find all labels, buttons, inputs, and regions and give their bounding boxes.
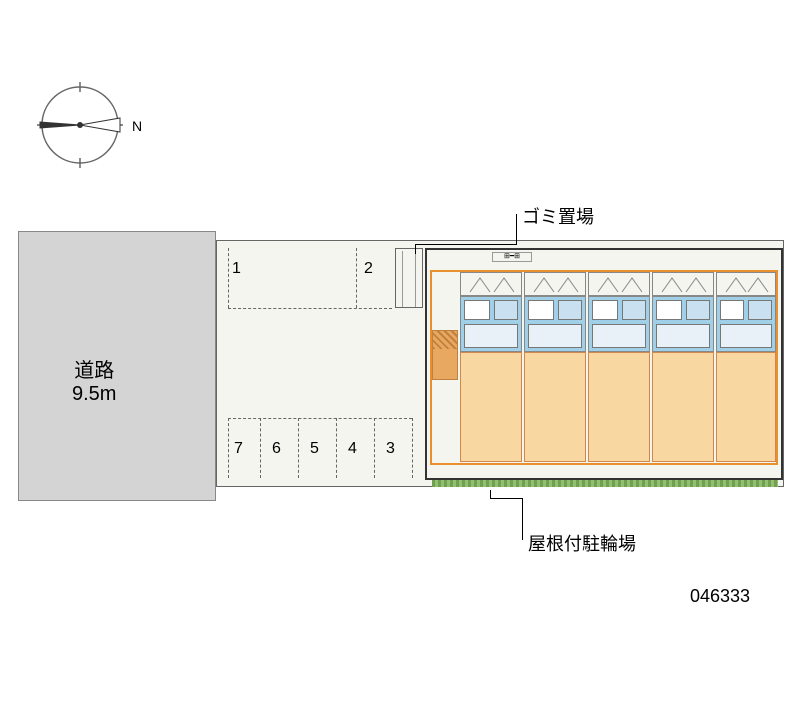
parking-divider [260,418,261,478]
parking-space-7: 7 [234,440,243,458]
parking-divider [228,418,229,478]
parking-divider [412,418,413,478]
parking-divider [228,418,412,419]
leader-line [490,498,523,499]
north-label: N [132,118,142,134]
parking-divider [374,418,375,478]
parking-space-3: 3 [386,440,395,458]
parking-divider [356,248,357,308]
parking-divider [228,248,229,308]
leader-line [415,244,517,245]
parking-space-2: 2 [364,260,373,278]
roof-marker: ⊞━⊞ [492,252,532,262]
parking-space-4: 4 [348,440,357,458]
garbage-area [395,248,423,308]
site-plan-diagram: N 道路 9.5m 1 2 7 6 5 4 3 [0,0,800,727]
garbage-label: ゴミ置場 [522,203,594,229]
reference-number: 046333 [690,586,750,607]
parking-space-5: 5 [310,440,319,458]
road-label: 道路 9.5m [72,354,116,406]
bike-parking-label: 屋根付駐輪場 [528,530,636,556]
road-width: 9.5m [72,383,116,406]
road-area [18,231,216,501]
green-strip [432,480,778,487]
leader-line [516,214,517,244]
parking-divider [298,418,299,478]
parking-space-6: 6 [272,440,281,458]
parking-space-1: 1 [232,260,241,278]
parking-divider [336,418,337,478]
parking-divider [228,308,392,309]
compass-icon [35,80,125,170]
leader-line [415,244,416,254]
leader-line [522,498,523,540]
road-text: 道路 [72,354,116,383]
leader-line [490,490,491,499]
entrance [432,330,458,380]
